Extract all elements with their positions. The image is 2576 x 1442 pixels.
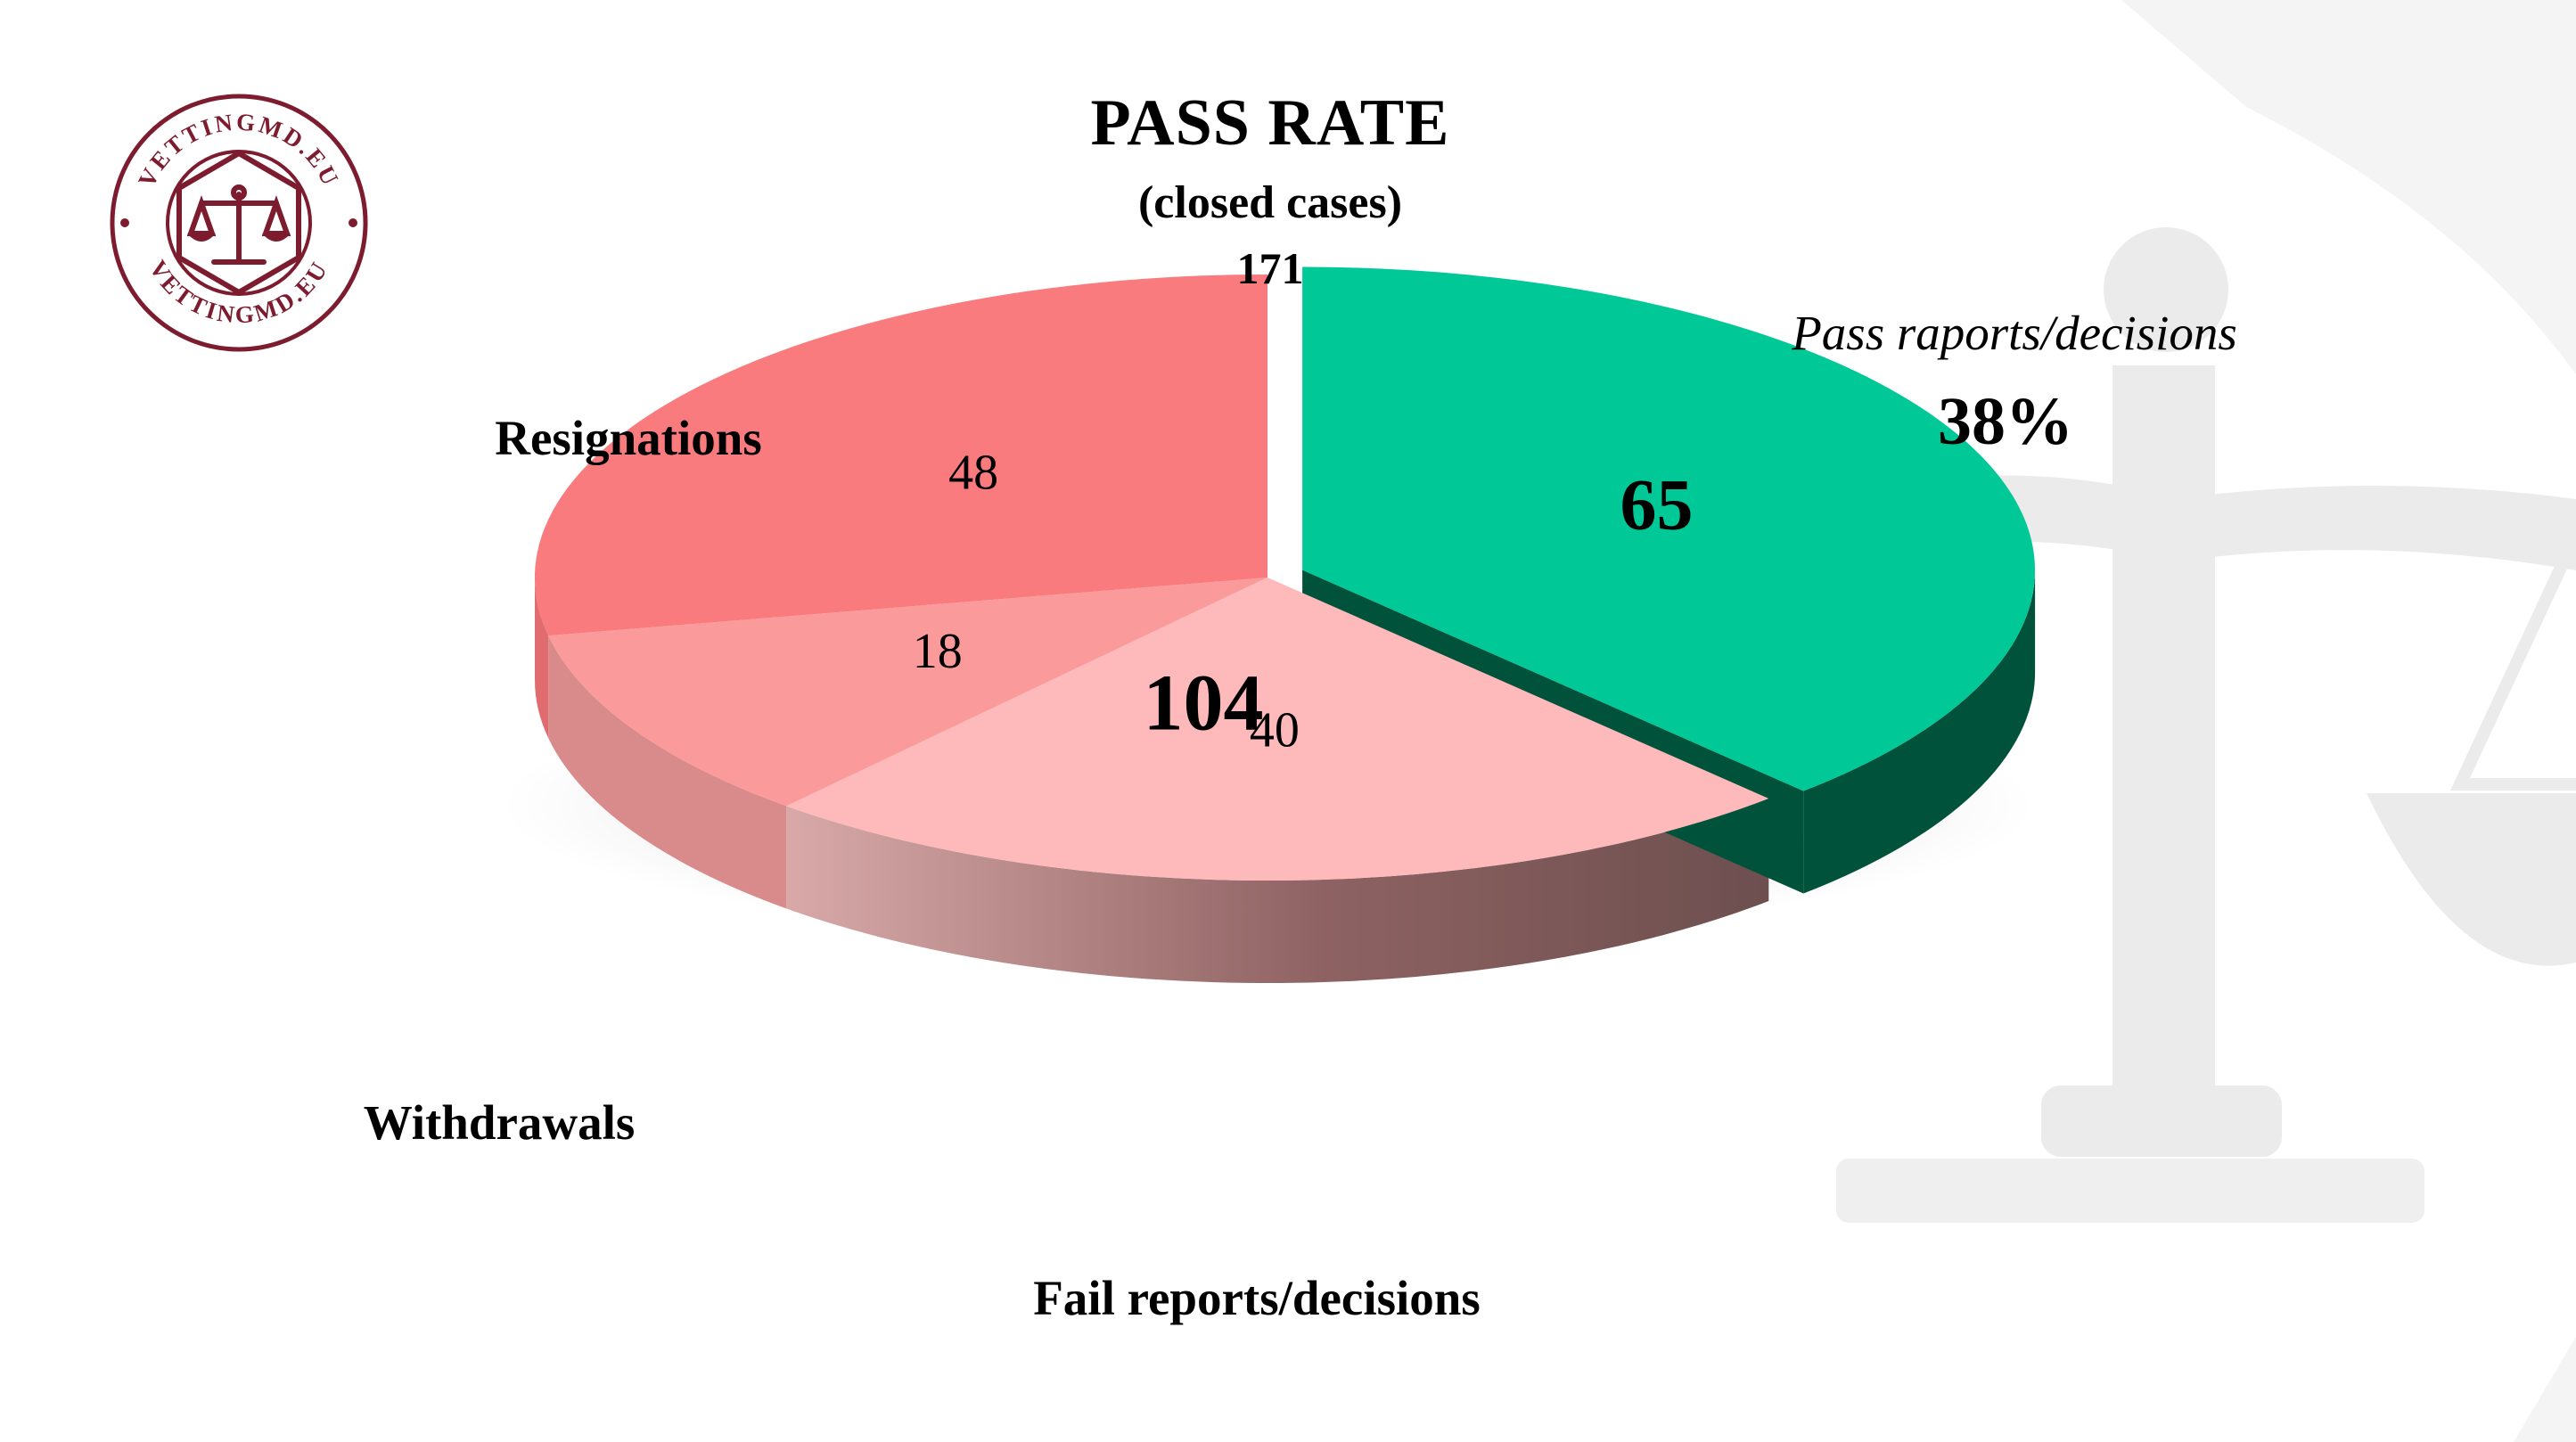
label-fail: Fail reports/decisions [1033,1271,1481,1325]
scales-of-justice-icon [186,184,291,265]
slice-value-0: 65 [1620,463,1694,545]
hexagon-icon [176,150,301,296]
chart-subtitle: (closed cases) [1137,177,1403,228]
pie-slice-2 [548,578,1267,807]
label-pass: Pass raports/decisions [1792,306,2237,360]
chart-total: 171 [1236,243,1304,293]
label-resignations: Resignations [495,411,762,465]
pie-side-0 [1803,569,2036,894]
pass-percent: 38% [1938,384,2073,459]
vettingmd-logo: VETTINGMD.EU VETTINGMD.EU [110,94,368,352]
pie-side-1 [786,799,1769,984]
chart-title: PASS RATE [1090,86,1450,160]
slice-value-3: 48 [948,445,998,500]
slice-value-1: 40 [1250,703,1300,758]
group-total-value: 104 [1144,660,1264,748]
pie-slice-3 [534,274,1267,636]
pie-side-3 [534,578,549,739]
pie-slice-1 [786,578,1769,881]
pie-slice-0 [1302,266,2035,791]
label-withdrawals: Withdrawals [363,1095,636,1150]
pie-side-2 [548,635,787,909]
slice-value-2: 18 [913,624,963,679]
